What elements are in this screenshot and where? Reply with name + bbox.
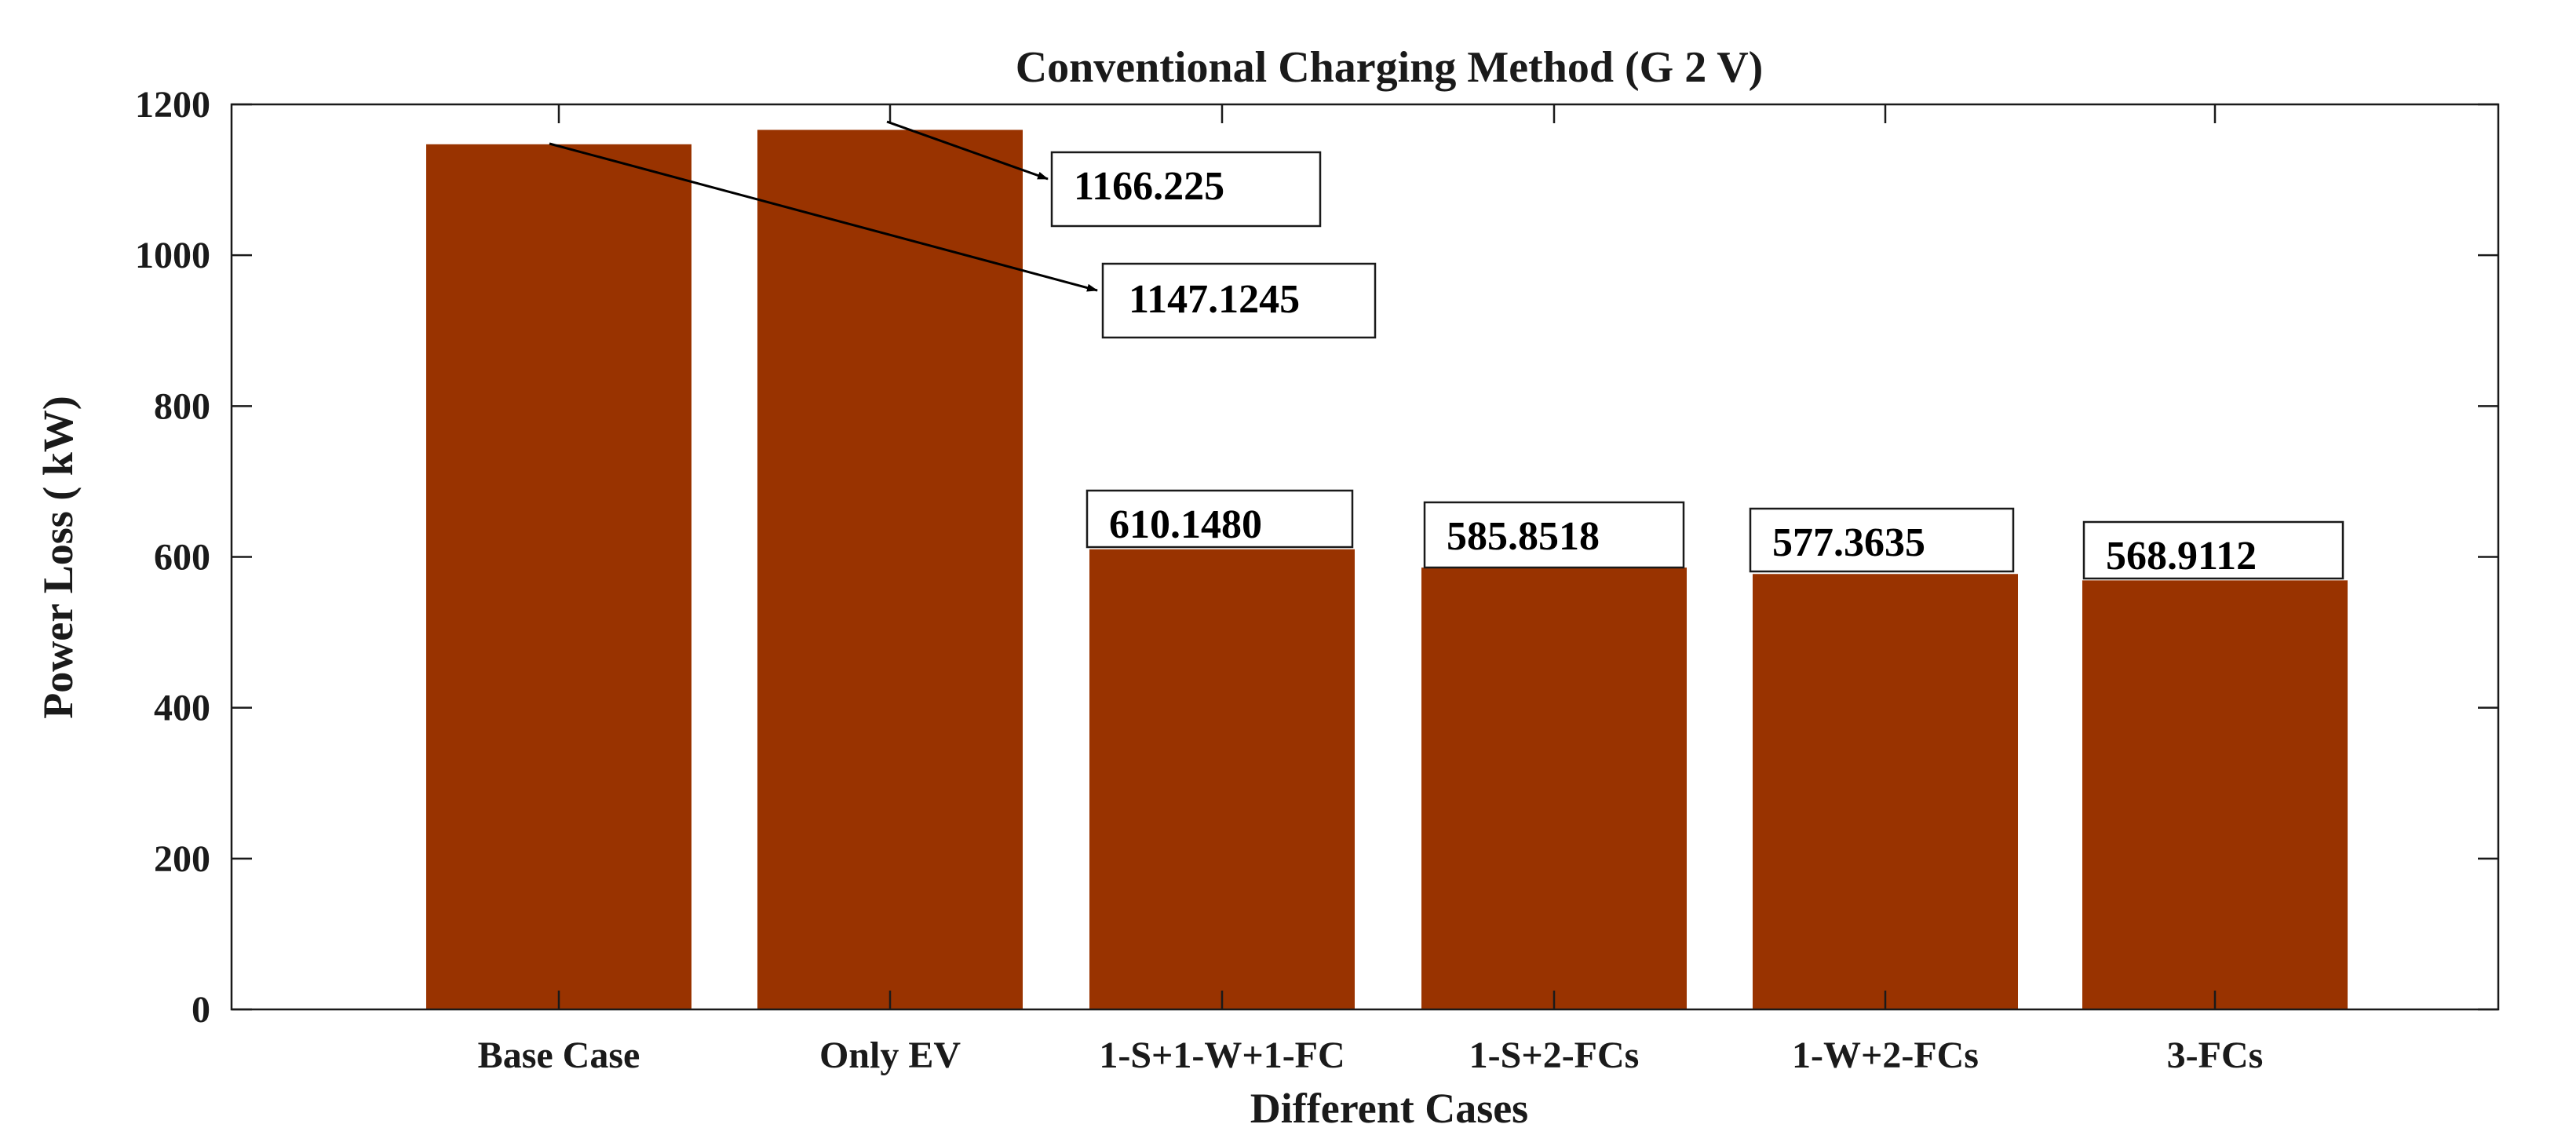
- y-axis-label: Power Loss ( kW): [35, 396, 82, 719]
- annotation-box-5: [2082, 520, 2344, 580]
- x-tick-label-3: 1-S+2-FCs: [1469, 1035, 1640, 1076]
- y-tick-label-5: 1000: [135, 235, 210, 276]
- data-label-5: 568.9112: [2106, 534, 2257, 578]
- data-label-3: 585.8518: [1447, 514, 1600, 559]
- annotation-arrow-1: [549, 142, 1098, 292]
- bar-1: [757, 130, 1023, 1009]
- x-tick-label-4: 1-W+2-FCs: [1792, 1035, 1979, 1076]
- x-tick-label-2: 1-S+1-W+1-FC: [1099, 1035, 1345, 1076]
- annotation-box-2: [1085, 489, 1354, 549]
- annotation-box-3: [1423, 501, 1685, 569]
- ticks-layer: 0 200 400 600 800 1000 1200 Base Case Only EV 1-S…: [135, 84, 2498, 1076]
- bar-2: [1089, 549, 1355, 1009]
- x-tick-label-5: 3-FCs: [2167, 1035, 2264, 1076]
- annotation-box-1: [1101, 262, 1377, 339]
- x-tick-label-1: Only EV: [819, 1035, 961, 1076]
- bar-3: [1421, 568, 1687, 1009]
- bar-5: [2082, 580, 2348, 1009]
- y-tick-label-2: 400: [154, 688, 210, 729]
- data-label-4: 577.3635: [1772, 520, 1925, 565]
- annotations-layer: 1166.225 1147.1245 610.1480 585.8518 577.363…: [549, 120, 2344, 580]
- plot-frame: [230, 103, 2500, 1011]
- y-tick-label-3: 600: [154, 537, 210, 578]
- bar-4: [1753, 574, 2018, 1009]
- y-tick-label-1: 200: [154, 838, 210, 880]
- bars-layer: [426, 130, 2348, 1009]
- data-label-2: 610.1480: [1109, 502, 1262, 547]
- y-tick-label-0: 0: [192, 989, 210, 1031]
- y-tick-label-6: 1200: [135, 84, 210, 126]
- annotation-box-0: [1050, 151, 1322, 228]
- x-tick-label-0: Base Case: [478, 1035, 640, 1076]
- chart-title: Conventional Charging Method (G 2 V): [1016, 43, 1764, 92]
- x-axis-label: Different Cases: [1250, 1085, 1528, 1132]
- bar-0: [426, 144, 691, 1009]
- data-label-1: 1147.1245: [1129, 277, 1300, 322]
- annotation-arrow-0: [886, 120, 1049, 181]
- y-tick-label-4: 800: [154, 385, 210, 427]
- annotation-box-4: [1749, 507, 2015, 573]
- data-label-0: 1166.225: [1074, 164, 1224, 209]
